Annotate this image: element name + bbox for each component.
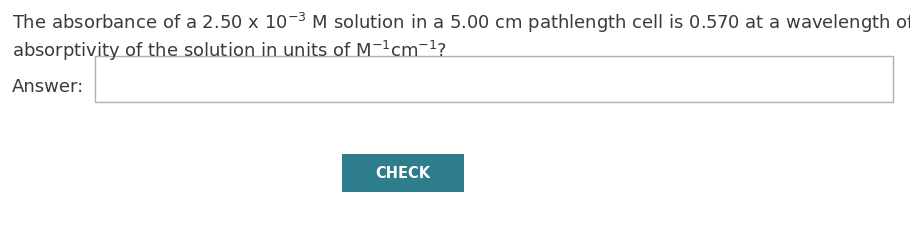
FancyBboxPatch shape bbox=[95, 57, 893, 102]
Text: CHECK: CHECK bbox=[376, 166, 430, 181]
Text: absorptivity of the solution in units of M$^{-1}$cm$^{-1}$?: absorptivity of the solution in units of… bbox=[12, 39, 447, 63]
FancyBboxPatch shape bbox=[342, 154, 464, 192]
Text: Answer:: Answer: bbox=[12, 78, 85, 96]
Text: The absorbance of a 2.50 x 10$^{-3}$ M solution in a 5.00 cm pathlength cell is : The absorbance of a 2.50 x 10$^{-3}$ M s… bbox=[12, 11, 910, 35]
